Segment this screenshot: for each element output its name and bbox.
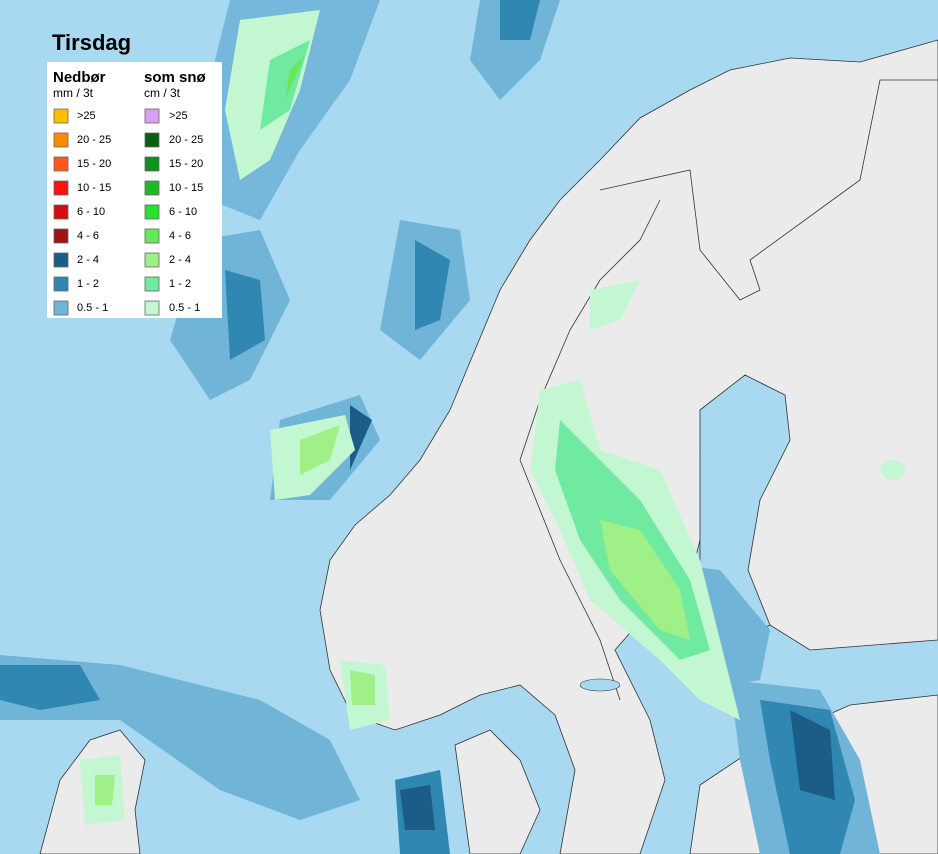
legend-swatch [144,108,160,124]
map-shape [599,79,938,301]
legend-label: 10 - 15 [169,182,203,194]
map-shape [400,785,435,830]
map-shape [350,405,372,470]
legend-label: 2 - 4 [77,254,99,266]
legend-label: 15 - 20 [169,158,203,170]
legend-label: >25 [77,110,96,122]
legend-swatch [144,252,160,268]
legend-label: 20 - 25 [77,134,111,146]
legend-swatch [53,228,69,244]
legend-swatch [144,156,160,172]
legend-label: 6 - 10 [169,206,197,218]
map-title: Tirsdag [52,30,131,55]
map-shape [470,0,560,100]
map-shape [579,678,621,692]
legend-swatch [144,204,160,220]
legend-swatch [53,252,69,268]
legend-swatch [53,156,69,172]
map-shape [285,55,305,100]
map-shape [881,460,905,480]
legend-swatch [53,300,69,316]
map-shape [600,520,690,640]
legend-swatch [53,276,69,292]
map-shape [0,665,100,710]
map-shape [95,775,115,805]
legend-swatch [144,132,160,148]
legend-label: >25 [169,110,188,122]
legend-swatch [144,300,160,316]
legend-label: 15 - 20 [77,158,111,170]
map-shape [415,240,450,330]
map-shape [519,199,661,461]
map-shape [500,0,540,40]
map-shape [790,710,835,800]
legend-label: 2 - 4 [169,254,191,266]
legend-swatch [144,180,160,196]
legend-swatch [144,276,160,292]
legend-swatch [53,204,69,220]
legend-label: 4 - 6 [169,230,191,242]
map-shape [519,459,621,701]
map-shape [350,670,375,705]
legend-unit: cm / 3t [144,86,181,100]
map-shape [590,280,640,330]
legend-swatch [144,228,160,244]
legend-swatch [53,132,69,148]
legend-label: 20 - 25 [169,134,203,146]
map-shape [454,729,541,854]
legend-panel [47,62,222,318]
legend-label: 10 - 15 [77,182,111,194]
legend-label: 1 - 2 [77,278,99,290]
legend-label: 6 - 10 [77,206,105,218]
legend-label: 1 - 2 [169,278,191,290]
map-shape [300,425,340,475]
legend-label: 4 - 6 [77,230,99,242]
legend-label: 0.5 - 1 [77,302,108,314]
legend-label: 0.5 - 1 [169,302,200,314]
legend-swatch [53,180,69,196]
legend-header: som snø [144,69,207,86]
legend-unit: mm / 3t [53,86,94,100]
legend-header: Nedbør [53,69,106,86]
map-shape [225,270,265,360]
legend-swatch [53,108,69,124]
